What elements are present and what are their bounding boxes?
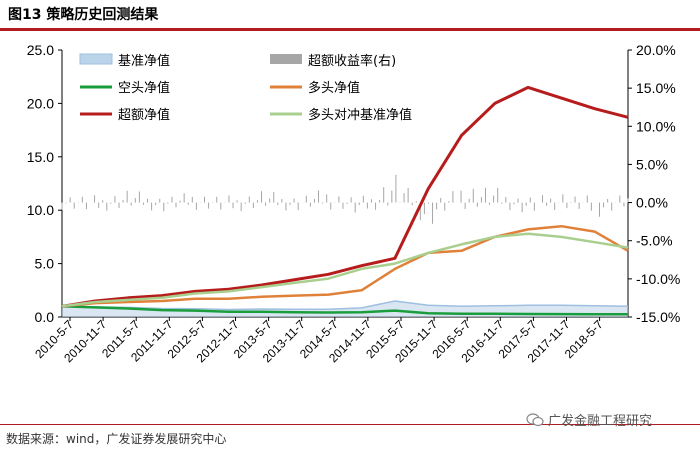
right-tick-label: 20.0% xyxy=(636,42,676,58)
source-rule xyxy=(0,424,700,425)
left-axis-ticks: 0.0 5.0 10.0 15.0 20.0 25.0 xyxy=(27,42,62,325)
legend-label: 多头对冲基准净值 xyxy=(308,107,412,123)
right-tick-label: 5.0% xyxy=(636,156,668,172)
left-tick-label: 5.0 xyxy=(35,256,55,272)
figure-title: 图13 策略历史回测结果 xyxy=(8,7,159,23)
series-line xyxy=(61,305,628,316)
series-line xyxy=(61,224,629,308)
legend-label: 基准净值 xyxy=(118,53,170,69)
right-axis-ticks: -15.0% -10.0% -5.0% 0.0% 5.0% 10.0% 15.0% 20.0% xyxy=(628,42,680,325)
x-axis-ticks: 2010-5-72010-11-72011-5-72011-11-72012-5… xyxy=(32,317,606,365)
benchmark-line xyxy=(61,300,629,311)
left-tick-label: 20.0 xyxy=(27,95,54,111)
legend-label: 超额净值 xyxy=(118,107,170,123)
right-tick-label: 0.0% xyxy=(636,195,668,211)
left-tick-label: 10.0 xyxy=(27,202,54,218)
left-tick-label: 25.0 xyxy=(27,42,54,58)
right-tick-label: -5.0% xyxy=(636,233,673,249)
right-tick-label: 15.0% xyxy=(636,80,676,96)
title-rule xyxy=(0,28,700,31)
series-line xyxy=(61,85,629,308)
legend-label: 多头净值 xyxy=(308,80,360,96)
watermark-text: 广发金融工程研究 xyxy=(548,414,653,429)
legend-swatch-benchmark xyxy=(79,53,113,65)
series-line xyxy=(61,232,629,308)
left-tick-label: 0.0 xyxy=(35,309,55,325)
right-tick-label: 10.0% xyxy=(636,118,676,134)
legend-swatch-excess-bar xyxy=(270,54,302,64)
legend-label: 空头净值 xyxy=(118,80,170,96)
series-lines xyxy=(61,85,629,317)
legend-label: 超额收益率(右) xyxy=(308,53,396,69)
right-tick-label: -15.0% xyxy=(636,309,680,325)
right-tick-label: -10.0% xyxy=(636,271,680,287)
left-tick-label: 15.0 xyxy=(27,149,54,165)
wechat-icon xyxy=(526,412,544,426)
watermark: 广发金融工程研究 xyxy=(526,410,652,429)
source-note: 数据来源：wind，广发证券发展研究中心 xyxy=(6,432,227,446)
excess-return-bars xyxy=(61,174,629,224)
